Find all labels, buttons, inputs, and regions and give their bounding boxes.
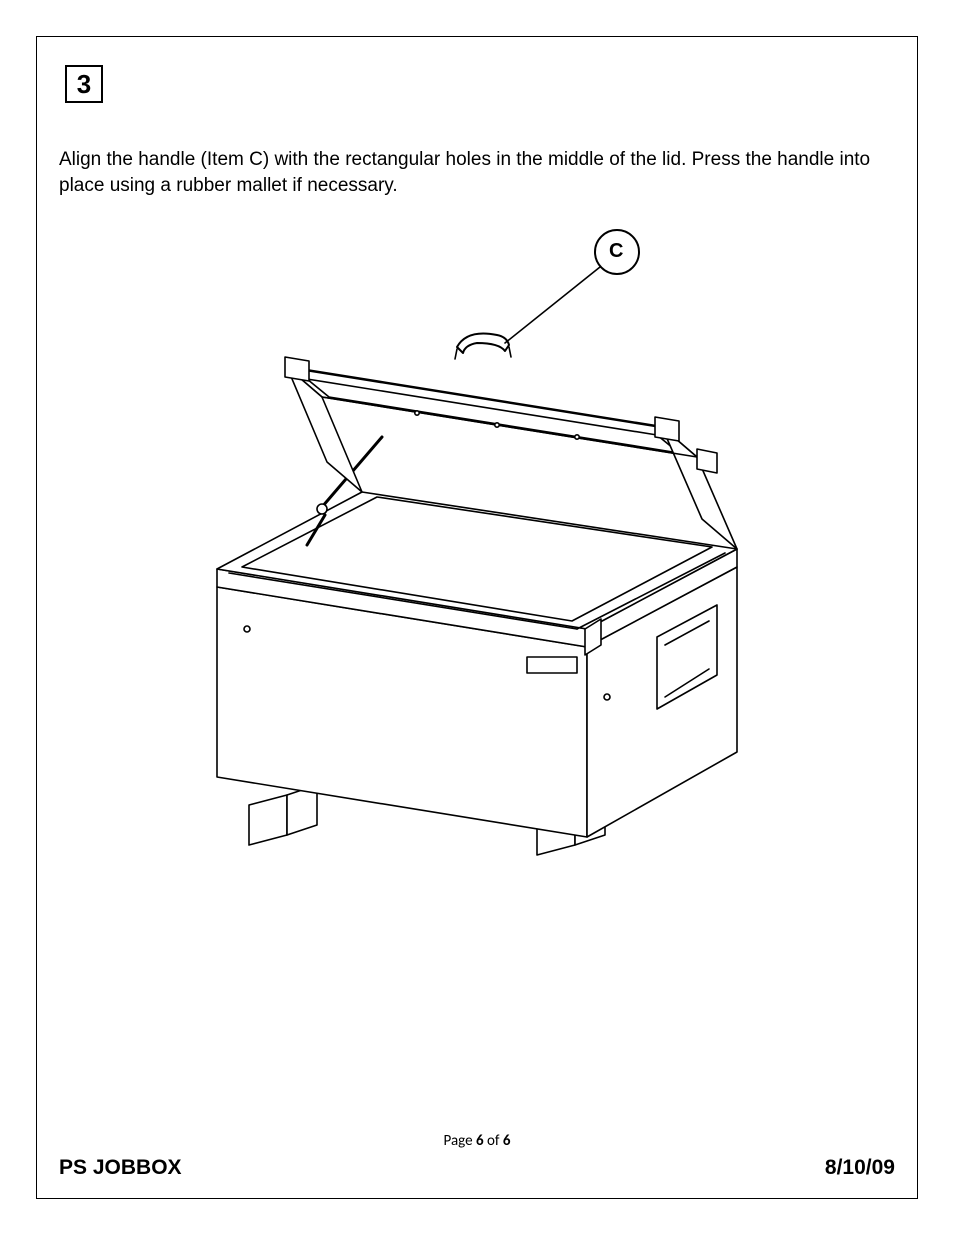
page-current: 6	[476, 1132, 484, 1150]
instruction-text: Align the handle (Item C) with the recta…	[59, 147, 897, 198]
jobbox-svg	[157, 197, 797, 857]
step-number: 3	[77, 69, 91, 100]
footer-date: 8/10/09	[825, 1156, 895, 1180]
assembly-diagram: C	[157, 197, 797, 857]
step-number-box: 3	[65, 65, 103, 103]
page-total: 6	[503, 1132, 511, 1150]
callout-c-label: C	[609, 240, 623, 263]
page-number: Page 6 of 6	[37, 1132, 917, 1150]
page-of: of	[484, 1132, 503, 1150]
page-frame: 3 Align the handle (Item C) with the rec…	[36, 36, 918, 1199]
footer-title: PS JOBBOX	[59, 1156, 182, 1180]
page-prefix: Page	[444, 1132, 476, 1150]
